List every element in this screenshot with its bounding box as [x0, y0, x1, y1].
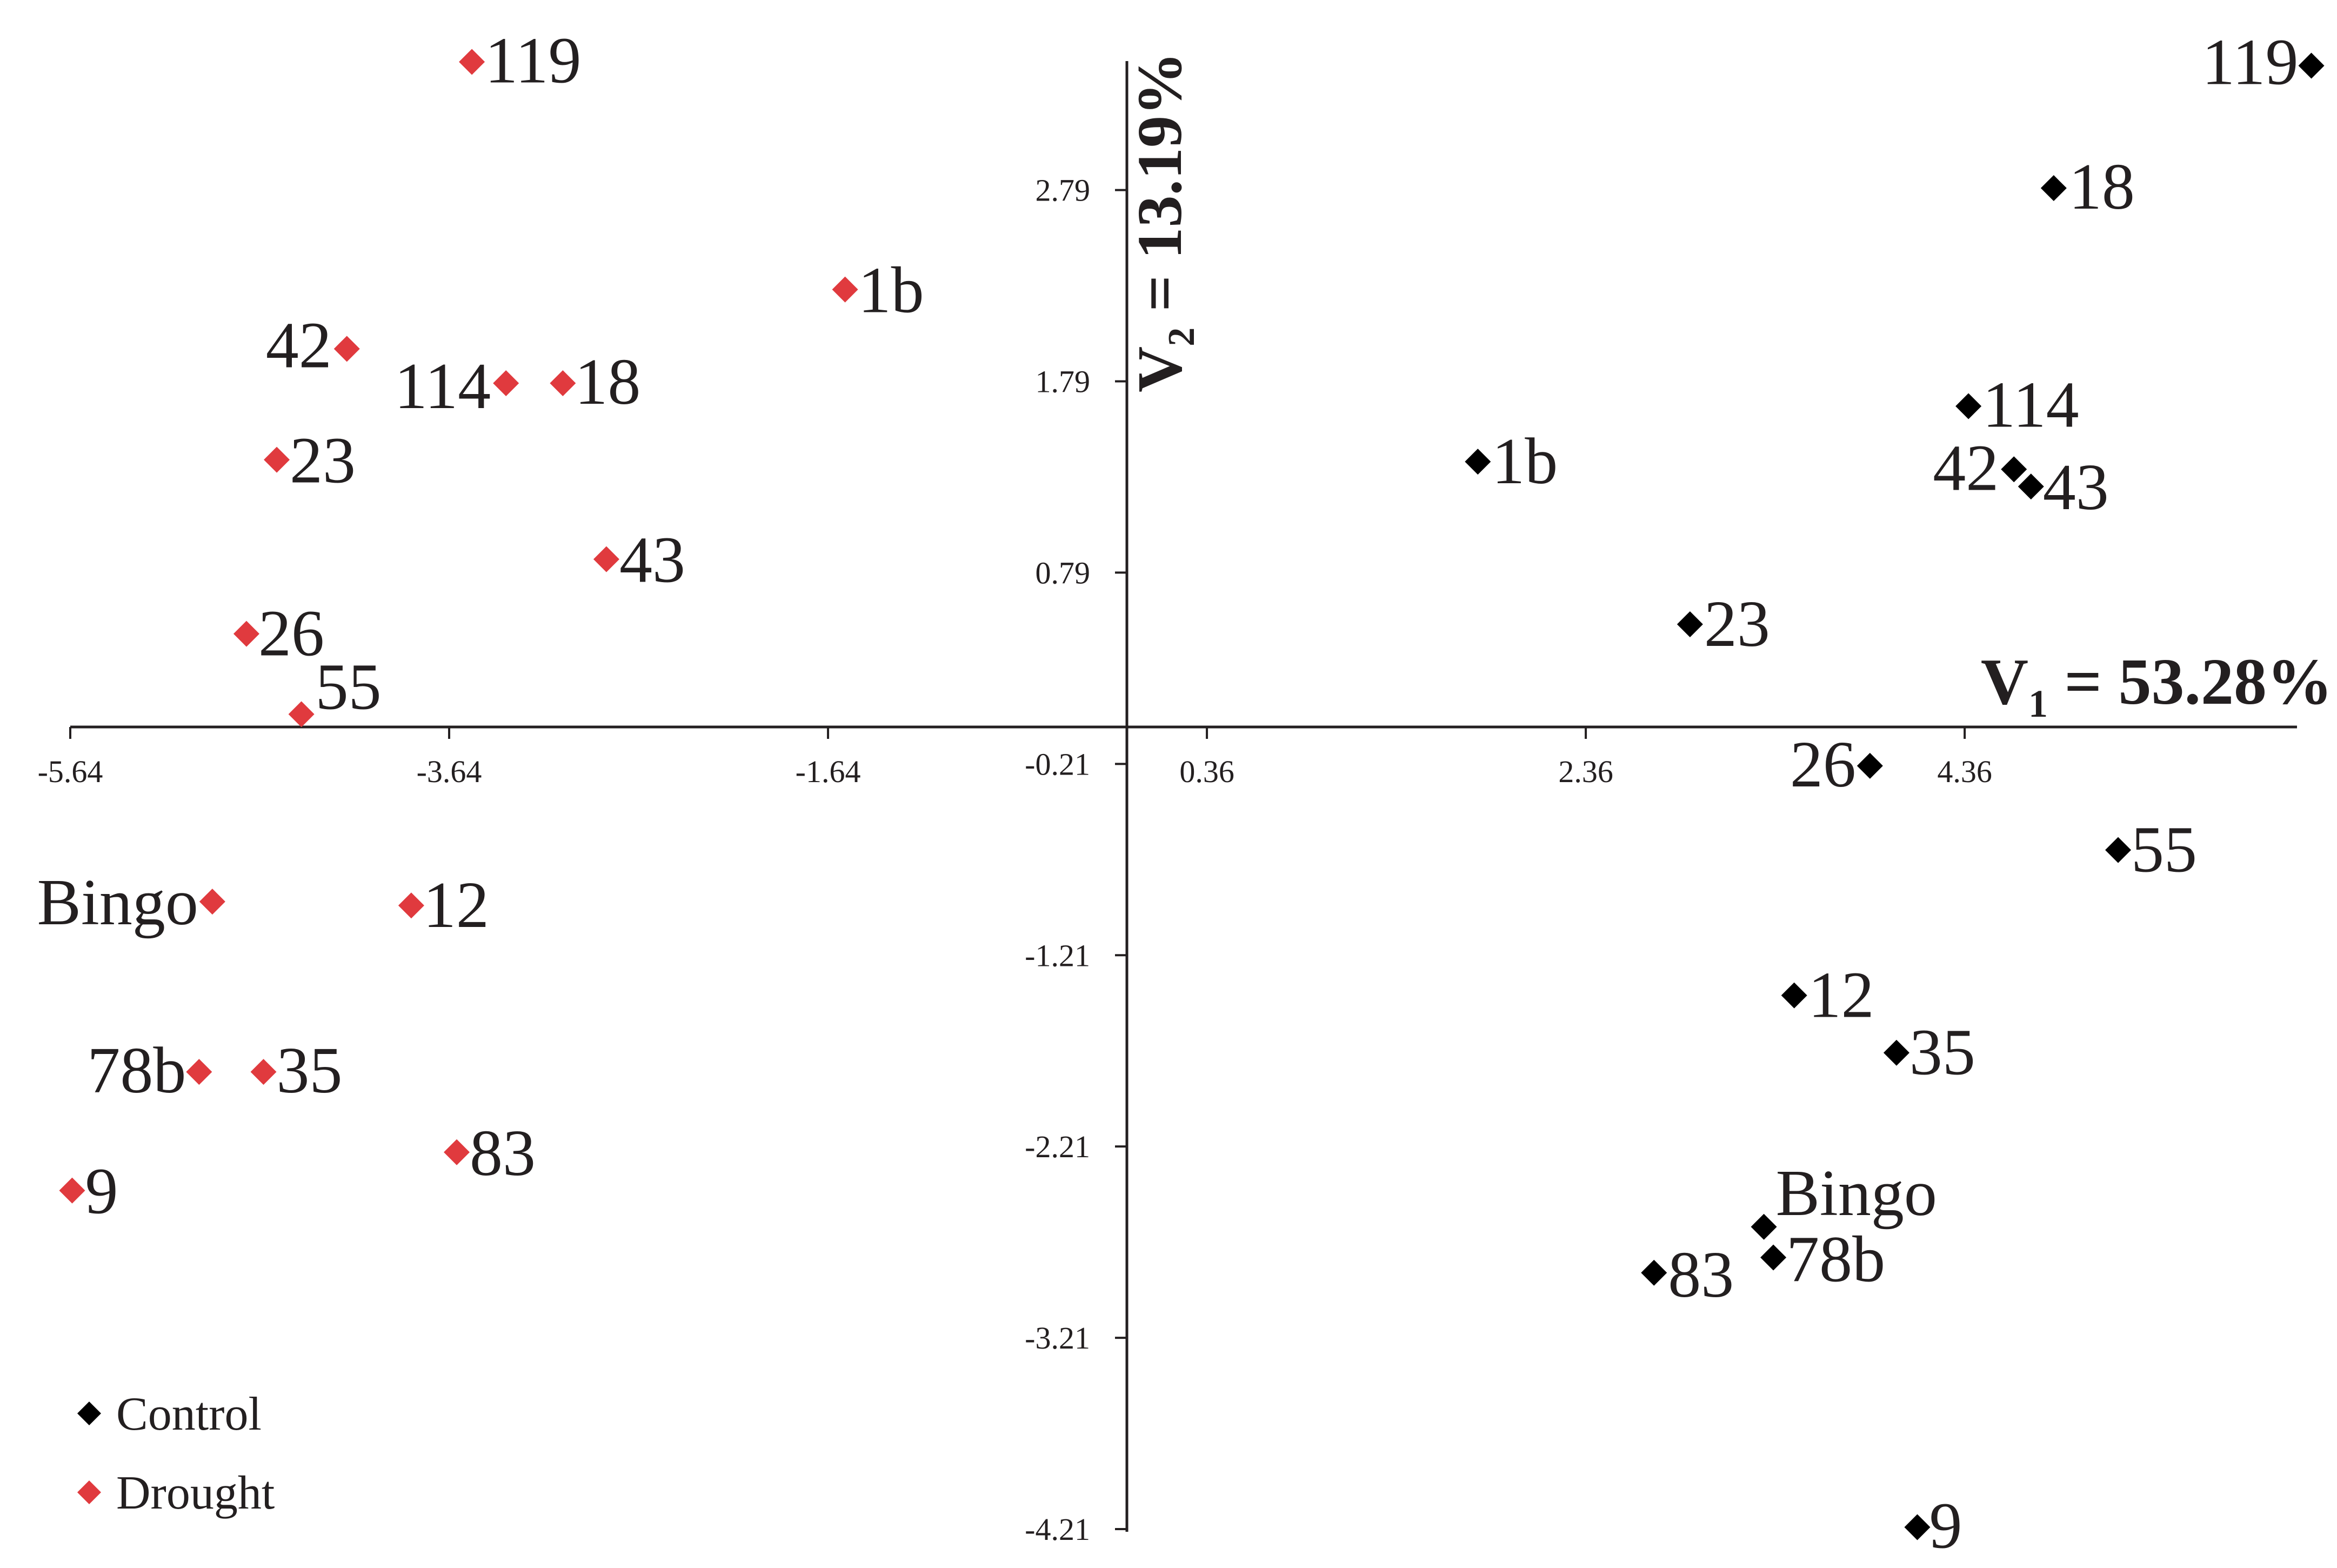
data-point-label: 12 — [423, 869, 489, 942]
legend-marker-control — [77, 1402, 101, 1425]
data-point-control — [1677, 611, 1703, 637]
data-point-label: 114 — [395, 350, 491, 423]
x-ticks: -5.64 -3.64 -1.64 0.36 2.36 4.36 — [38, 727, 1992, 789]
data-point-drought — [59, 1177, 85, 1204]
y-axis-title-subscript: 2 — [1161, 328, 1203, 346]
y-tick-label: -1.21 — [1025, 938, 1090, 973]
data-point-drought — [186, 1059, 212, 1085]
x-tick-label: -3.64 — [417, 754, 482, 789]
data-point-label: 78b — [1786, 1223, 1885, 1296]
data-point-label: 18 — [2069, 150, 2135, 223]
data-point-control — [2040, 175, 2067, 202]
data-point-control — [2001, 456, 2027, 483]
data-point-control — [1781, 982, 1807, 1009]
data-point-control — [1751, 1213, 1777, 1240]
data-point-label: 1b — [858, 254, 924, 327]
data-point-drought — [199, 889, 225, 915]
legend-label-control: Control — [116, 1388, 262, 1440]
data-point-label: Bingo — [1776, 1157, 1937, 1230]
data-point-label: 1b — [1492, 425, 1558, 498]
data-point-drought — [333, 336, 360, 362]
data-point-label: 9 — [85, 1155, 118, 1228]
data-point-label: 119 — [485, 24, 581, 97]
data-point-label: 35 — [1909, 1016, 1975, 1089]
y-axis-title: V2 = 13.19% — [1124, 52, 1203, 392]
x-axis-title-rest: = 53.28% — [2048, 645, 2333, 718]
data-point-control — [1641, 1259, 1667, 1286]
data-point-drought — [288, 701, 315, 728]
data-point-drought — [593, 546, 619, 572]
y-tick-label: -3.21 — [1025, 1320, 1090, 1356]
legend-marker-drought — [77, 1480, 101, 1504]
data-point-label: 83 — [470, 1117, 536, 1190]
y-axis-title-main: V — [1124, 346, 1195, 392]
x-tick-label: 0.36 — [1179, 754, 1234, 789]
data-point-label: 43 — [2043, 451, 2109, 524]
data-point-label: 78b — [87, 1034, 186, 1107]
data-point-label: 83 — [1668, 1238, 1734, 1311]
y-tick-label: 0.79 — [1036, 555, 1091, 590]
data-point-label: 55 — [316, 650, 382, 723]
data-point-label: 119 — [2202, 26, 2298, 99]
data-point-drought — [250, 1059, 277, 1085]
data-point-label: 35 — [277, 1034, 343, 1107]
data-point-label: 9 — [1929, 1489, 1962, 1562]
legend-label-drought: Drought — [116, 1467, 275, 1519]
data-point-label: 42 — [266, 309, 332, 382]
data-point-label: Bingo — [37, 866, 198, 939]
axes — [70, 61, 2297, 1532]
x-axis-title-subscript: 1 — [2028, 682, 2048, 725]
data-point-control — [1883, 1039, 1909, 1066]
y-tick-label: -2.21 — [1025, 1129, 1090, 1164]
data-point-control — [2105, 837, 2132, 863]
data-point-drought — [550, 370, 576, 397]
x-axis-title-main: V — [1981, 645, 2028, 718]
x-tick-label: 2.36 — [1558, 754, 1613, 789]
legend: Control Drought — [77, 1388, 275, 1519]
data-point-control — [1955, 393, 1982, 419]
data-point-control — [1857, 752, 1883, 779]
y-ticks: 2.79 1.79 0.79 -0.21 -1.21 -2.21 -3.21 -4.21 — [1025, 173, 1127, 1547]
data-point-drought — [233, 620, 259, 647]
data-point-drought — [832, 276, 858, 303]
y-axis-title-rest: = 13.19% — [1124, 52, 1195, 328]
y-tick-label: -0.21 — [1025, 746, 1090, 782]
data-point-label: 114 — [1982, 369, 2079, 442]
x-tick-label: -1.64 — [796, 754, 861, 789]
data-point-control — [2298, 52, 2325, 79]
data-point-drought — [444, 1139, 470, 1165]
data-point-control — [1760, 1244, 1787, 1271]
y-tick-label: 1.79 — [1036, 364, 1091, 399]
data-point-label: 18 — [575, 345, 640, 418]
data-point-label: 26 — [258, 597, 324, 670]
data-point-label: 26 — [1790, 728, 1856, 801]
data-point-drought — [264, 446, 290, 473]
y-tick-label: 2.79 — [1036, 173, 1091, 208]
data-point-control — [1465, 449, 1491, 475]
data-point-label: 23 — [1704, 588, 1770, 660]
data-point-control — [1904, 1514, 1931, 1540]
data-point-label: 42 — [1933, 431, 1999, 504]
data-point-control — [2018, 473, 2044, 500]
x-tick-label: 4.36 — [1937, 754, 1992, 789]
data-point-label: 55 — [2131, 813, 2197, 886]
y-tick-label: -4.21 — [1025, 1512, 1090, 1547]
x-tick-label: -5.64 — [38, 754, 103, 789]
data-point-drought — [459, 49, 485, 75]
x-axis-title: V1 = 53.28% — [1981, 645, 2333, 725]
data-point-drought — [398, 892, 424, 919]
data-point-label: 12 — [1808, 959, 1874, 1032]
data-point-label: 43 — [619, 524, 685, 597]
data-point-label: 23 — [290, 424, 356, 497]
data-point-drought — [493, 370, 519, 397]
